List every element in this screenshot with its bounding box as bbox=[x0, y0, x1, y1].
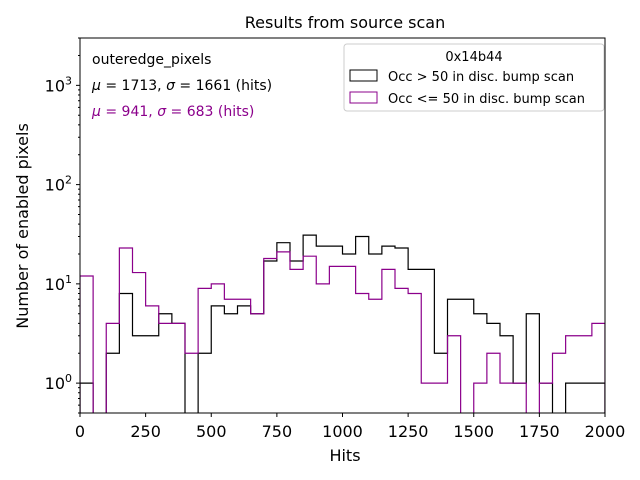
legend-label-occ-high: Occ > 50 in disc. bump scan bbox=[388, 70, 574, 85]
series-layer bbox=[80, 234, 605, 413]
x-tick-label: 750 bbox=[262, 422, 293, 441]
stats-annotation: outeredge_pixels μ = 1713, σ = 1661 (hit… bbox=[91, 52, 272, 120]
legend-label-occ-low: Occ <= 50 in disc. bump scan bbox=[388, 92, 585, 107]
x-axis: 0 250 500 750 1000 1250 1500 1750 2000 bbox=[75, 413, 625, 441]
x-tick-label: 1000 bbox=[322, 422, 363, 441]
x-tick-label: 1250 bbox=[388, 422, 429, 441]
x-tick-label: 1750 bbox=[519, 422, 560, 441]
legend: 0x14b44 Occ > 50 in disc. bump scan Occ … bbox=[343, 43, 605, 112]
stats-line-occ-low: μ = 941, σ = 683 (hits) bbox=[91, 104, 254, 120]
x-tick-label: 2000 bbox=[585, 422, 626, 441]
y-tick-label: 102 bbox=[45, 174, 72, 195]
x-tick-label: 0 bbox=[75, 422, 85, 441]
chart-title: Results from source scan bbox=[245, 13, 445, 32]
x-tick-label: 500 bbox=[196, 422, 227, 441]
legend-swatch-occ-low bbox=[349, 91, 378, 104]
histogram-step-occ-high bbox=[80, 234, 605, 413]
x-tick-label: 1500 bbox=[453, 422, 494, 441]
legend-title: 0x14b44 bbox=[445, 50, 502, 65]
x-axis-label: Hits bbox=[329, 446, 360, 465]
y-tick-label: 103 bbox=[45, 74, 72, 95]
y-tick-label: 101 bbox=[45, 273, 72, 294]
stats-line-occ-high: μ = 1713, σ = 1661 (hits) bbox=[91, 78, 272, 94]
y-axis-label: Number of enabled pixels bbox=[13, 123, 32, 329]
y-tick-label: 100 bbox=[45, 372, 72, 393]
x-tick-label: 250 bbox=[130, 422, 161, 441]
y-axis: 100 101 102 103 bbox=[45, 37, 80, 414]
histogram-step-occ-low bbox=[80, 247, 605, 413]
plot-area bbox=[80, 234, 605, 413]
legend-box bbox=[343, 43, 605, 112]
dataset-name: outeredge_pixels bbox=[92, 52, 211, 68]
legend-swatch-occ-high bbox=[349, 69, 378, 82]
